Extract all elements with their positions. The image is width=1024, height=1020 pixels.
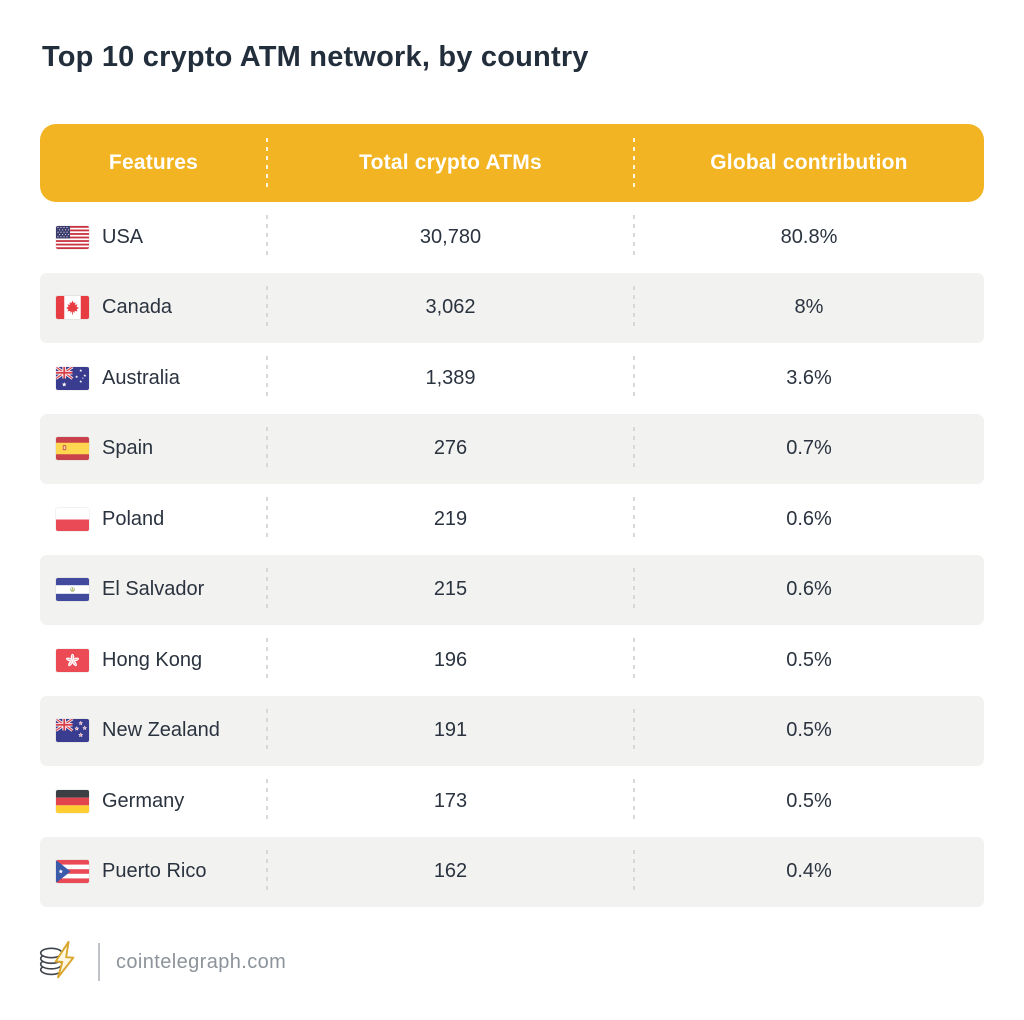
total-atms-cell: 191 bbox=[267, 696, 634, 767]
contribution-cell: 0.6% bbox=[634, 484, 984, 555]
contribution-cell: 3.6% bbox=[634, 343, 984, 414]
contribution-cell: 0.4% bbox=[634, 837, 984, 908]
flag-new-zealand-icon bbox=[56, 719, 89, 743]
country-label: Spain bbox=[102, 437, 154, 460]
total-atms-cell: 219 bbox=[267, 484, 634, 555]
country-cell: Puerto Rico bbox=[40, 837, 267, 908]
contribution-cell: 0.7% bbox=[634, 414, 984, 485]
flag-poland-icon bbox=[56, 507, 89, 531]
contribution-value: 3.6% bbox=[786, 366, 832, 389]
contribution-value: 0.6% bbox=[786, 507, 832, 530]
footer-site-label: cointelegraph.com bbox=[116, 950, 287, 973]
footer-divider bbox=[98, 943, 100, 981]
flag-puerto-rico-icon bbox=[56, 860, 89, 884]
table-row: Puerto Rico 162 0.4% bbox=[40, 836, 984, 908]
flag-el-salvador-icon bbox=[56, 578, 89, 602]
table-body: USA 30,780 80.8% Canada 3,062 8% bbox=[40, 202, 984, 907]
table-row: Germany 173 0.5% bbox=[40, 766, 984, 837]
cointelegraph-logo-icon bbox=[34, 936, 82, 988]
atms-value: 191 bbox=[433, 719, 468, 742]
country-label: Germany bbox=[102, 789, 185, 812]
contribution-value: 0.7% bbox=[786, 437, 832, 460]
atms-value: 1,389 bbox=[425, 366, 476, 389]
atms-value: 196 bbox=[433, 648, 468, 671]
country-label: New Zealand bbox=[102, 719, 220, 742]
column-header-total-crypto-atms: Total crypto ATMs bbox=[267, 124, 634, 202]
atms-value: 173 bbox=[433, 789, 468, 812]
total-atms-cell: 215 bbox=[267, 555, 634, 626]
atms-value: 215 bbox=[433, 578, 468, 601]
total-atms-cell: 3,062 bbox=[267, 273, 634, 344]
flag-usa-icon bbox=[56, 225, 89, 249]
country-cell: Spain bbox=[40, 414, 267, 485]
column-header-global-contribution: Global contribution bbox=[634, 124, 984, 202]
country-label: Puerto Rico bbox=[102, 860, 207, 883]
table-row: Spain 276 0.7% bbox=[40, 413, 984, 485]
contribution-cell: 0.6% bbox=[634, 555, 984, 626]
country-label: Poland bbox=[102, 507, 165, 530]
atms-value: 30,780 bbox=[419, 225, 482, 248]
contribution-value: 80.8% bbox=[780, 225, 838, 248]
country-label: El Salvador bbox=[102, 578, 205, 601]
country-cell: Poland bbox=[40, 484, 267, 555]
total-atms-cell: 196 bbox=[267, 625, 634, 696]
page-title: Top 10 crypto ATM network, by country bbox=[42, 41, 589, 73]
contribution-cell: 80.8% bbox=[634, 202, 984, 273]
table-row: Canada 3,062 8% bbox=[40, 272, 984, 344]
country-label: Australia bbox=[102, 366, 180, 389]
atms-value: 3,062 bbox=[425, 296, 476, 319]
atms-value: 276 bbox=[433, 437, 468, 460]
flag-australia-icon bbox=[56, 366, 89, 390]
country-label: Hong Kong bbox=[102, 648, 203, 671]
country-label: Canada bbox=[102, 296, 173, 319]
contribution-value: 0.5% bbox=[786, 648, 832, 671]
country-cell: El Salvador bbox=[40, 555, 267, 626]
flag-spain-icon bbox=[56, 437, 89, 461]
total-atms-cell: 30,780 bbox=[267, 202, 634, 273]
country-cell: Germany bbox=[40, 766, 267, 837]
atms-value: 162 bbox=[433, 860, 468, 883]
crypto-atm-table: Features Total crypto ATMs Global contri… bbox=[40, 124, 984, 907]
contribution-value: 0.4% bbox=[786, 860, 832, 883]
total-atms-cell: 173 bbox=[267, 766, 634, 837]
country-cell: Canada bbox=[40, 273, 267, 344]
total-atms-cell: 1,389 bbox=[267, 343, 634, 414]
table-row: El Salvador 215 0.6% bbox=[40, 554, 984, 626]
table-row: USA 30,780 80.8% bbox=[40, 202, 984, 273]
country-label: USA bbox=[102, 225, 144, 248]
column-header-features: Features bbox=[108, 151, 199, 174]
flag-canada-icon bbox=[56, 296, 89, 320]
country-cell: New Zealand bbox=[40, 696, 267, 767]
contribution-value: 0.5% bbox=[786, 719, 832, 742]
contribution-cell: 0.5% bbox=[634, 766, 984, 837]
contribution-value: 0.5% bbox=[786, 789, 832, 812]
table-row: Australia 1,389 3.6% bbox=[40, 343, 984, 414]
country-cell: USA bbox=[40, 202, 267, 273]
contribution-cell: 0.5% bbox=[634, 696, 984, 767]
table-header: Features Total crypto ATMs Global contri… bbox=[40, 124, 984, 202]
flag-hong-kong-icon bbox=[56, 648, 89, 672]
flag-germany-icon bbox=[56, 789, 89, 813]
footer: cointelegraph.com bbox=[34, 934, 286, 990]
contribution-cell: 0.5% bbox=[634, 625, 984, 696]
country-cell: Hong Kong bbox=[40, 625, 267, 696]
table-row: Poland 219 0.6% bbox=[40, 484, 984, 555]
contribution-value: 8% bbox=[794, 296, 824, 319]
total-atms-cell: 162 bbox=[267, 837, 634, 908]
total-atms-cell: 276 bbox=[267, 414, 634, 485]
country-cell: Australia bbox=[40, 343, 267, 414]
table-row: Hong Kong 196 0.5% bbox=[40, 625, 984, 696]
contribution-cell: 8% bbox=[634, 273, 984, 344]
table-row: New Zealand 191 0.5% bbox=[40, 695, 984, 767]
atms-value: 219 bbox=[433, 507, 468, 530]
contribution-value: 0.6% bbox=[786, 578, 832, 601]
